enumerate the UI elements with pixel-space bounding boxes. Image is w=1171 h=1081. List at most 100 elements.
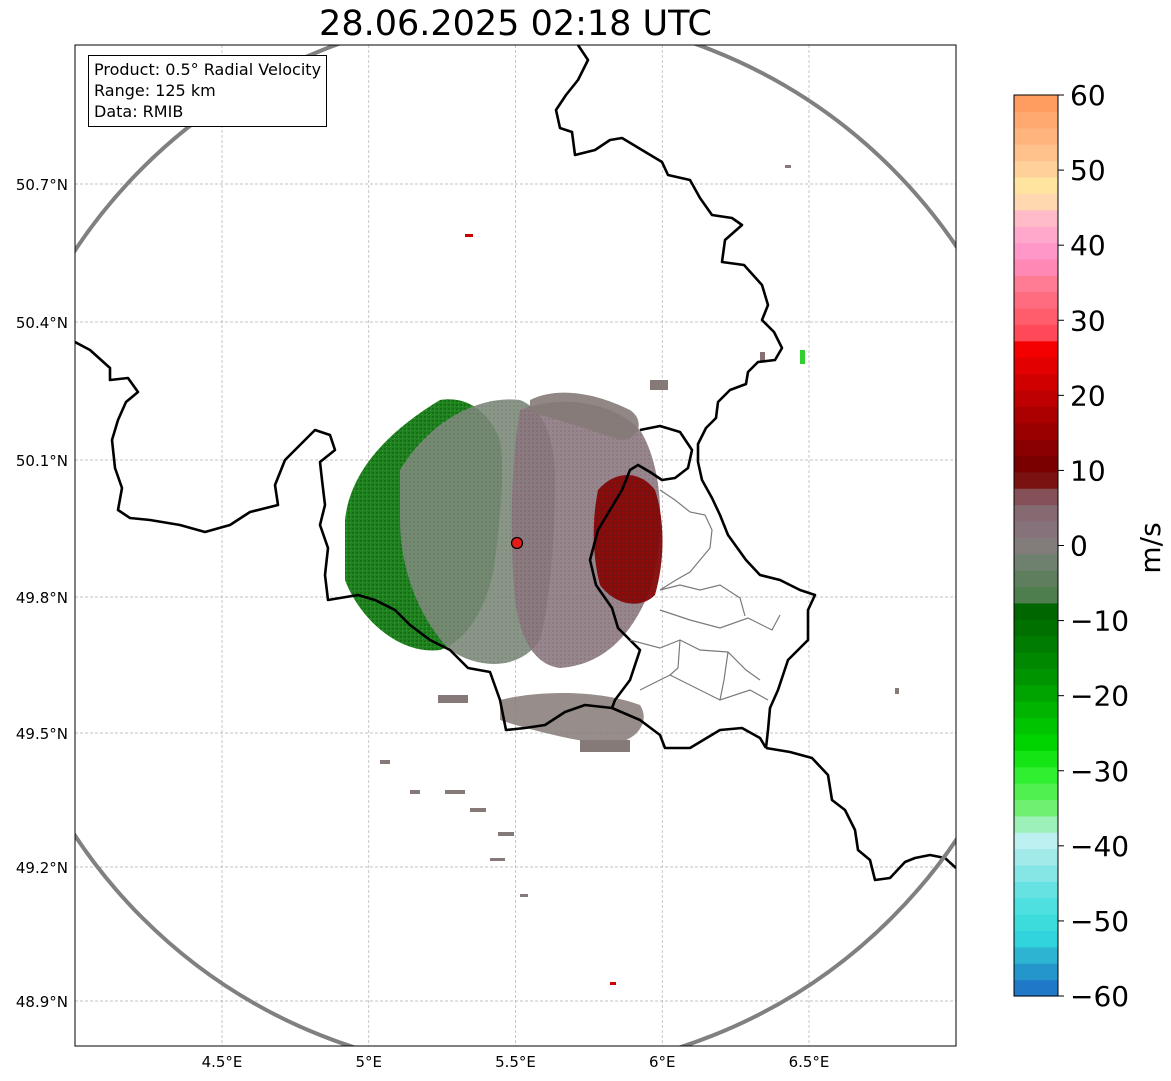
colorbar-tick-label: −40 (1070, 830, 1129, 863)
colorbar-segment (1014, 258, 1058, 276)
product-info-box: Product: 0.5° Radial Velocity Range: 125… (88, 55, 328, 127)
colorbar-segment (1014, 307, 1058, 325)
colorbar-segment (1014, 291, 1058, 309)
echo-speck (490, 858, 505, 861)
echo-speck (470, 808, 486, 812)
colorbar-segment (1014, 832, 1058, 850)
border-belgium-netherlands-germany (554, 45, 817, 749)
border-belgium-luxembourg (588, 424, 694, 709)
colorbar-segment (1014, 406, 1058, 424)
longitude-tick-label: 4.5°E (202, 1053, 243, 1071)
latitude-tick-labels: 50.7°N 50.4°N 50.1°N 49.8°N 49.5°N 49.2°N 48.9… (16, 176, 68, 1011)
colorbar-segment (1014, 635, 1058, 653)
echo-speck (800, 350, 805, 364)
longitude-tick-label: 5.5°E (495, 1053, 536, 1071)
colorbar-segment (1014, 897, 1058, 915)
colorbar-tick-labels: 60 50 40 30 20 10 0 −10 −20 −30 −40 −50 −60 (1058, 79, 1129, 1013)
colorbar-segment (1014, 193, 1058, 211)
latitude-tick-label: 48.9°N (16, 993, 68, 1011)
border-france-west (75, 340, 768, 750)
colorbar-segment (1014, 799, 1058, 817)
colorbar-segment (1014, 439, 1058, 456)
colorbar-tick-label: −30 (1070, 755, 1129, 788)
latitude-tick-label: 50.1°N (16, 452, 68, 470)
colorbar-segment (1014, 504, 1058, 522)
longitude-tick-label: 5°E (355, 1053, 382, 1071)
latitude-tick-label: 49.5°N (16, 725, 68, 743)
colorbar-unit-label: m/s (1134, 522, 1167, 573)
colorbar-tick-label: 50 (1070, 154, 1106, 187)
colorbar-segment (1014, 340, 1058, 358)
colorbar-tick-label: 0 (1070, 530, 1088, 563)
colorbar-segment (1014, 357, 1058, 375)
echo-speck (520, 894, 528, 897)
colorbar-segment (1014, 864, 1058, 882)
country-borders (75, 45, 956, 882)
echo-speck (410, 790, 420, 794)
colorbar-segment (1014, 619, 1058, 637)
colorbar-segment (1014, 373, 1058, 391)
colorbar-segment (1014, 586, 1058, 604)
echo-speck (498, 832, 514, 836)
latitude-tick-label: 49.8°N (16, 589, 68, 607)
colorbar-segment (1014, 111, 1058, 129)
colorbar-segment (1014, 815, 1058, 833)
radar-site-marker (510, 536, 524, 550)
echo-speck (610, 982, 616, 985)
region-borders (629, 489, 781, 701)
echo-speck (465, 234, 473, 237)
info-data-source: Data: RMIB (94, 102, 184, 121)
colorbar-segment (1014, 471, 1058, 489)
colorbar-segment (1014, 914, 1058, 932)
colorbar-segment (1014, 602, 1058, 620)
colorbar-segment (1014, 979, 1058, 997)
map-frame (74, 44, 957, 1047)
colorbar-segment (1014, 881, 1058, 899)
echo-grey-south (500, 693, 644, 745)
colorbar-segment (1014, 750, 1058, 768)
colorbar-tick-label: 60 (1070, 79, 1106, 112)
colorbar-segment (1014, 668, 1058, 686)
colorbar-segment (1014, 160, 1058, 178)
latitude-tick-label: 49.2°N (16, 859, 68, 877)
colorbar-segment (1014, 946, 1058, 964)
border-germany-luxembourg-south (765, 746, 956, 882)
colorbar-segment (1014, 242, 1058, 260)
colorbar-segment (1014, 95, 1058, 112)
colorbar-segment (1014, 176, 1058, 194)
echo-speck (445, 790, 465, 794)
echo-speck (895, 688, 899, 694)
colorbar-segment (1014, 684, 1058, 702)
colorbar-segment (1014, 488, 1058, 506)
colorbar-segment (1014, 766, 1058, 784)
colorbar-tick-label: 30 (1070, 304, 1106, 337)
longitude-tick-labels: 4.5°E 5°E 5.5°E 6°E 6.5°E (202, 1053, 830, 1071)
echo-speck (650, 380, 668, 390)
colorbar-segment (1014, 963, 1058, 981)
echo-speck (760, 352, 765, 362)
colorbar-tick-label: −50 (1070, 905, 1129, 938)
longitude-tick-label: 6.5°E (789, 1053, 830, 1071)
echo-speck (785, 165, 791, 168)
colorbar-tick-label: 20 (1070, 379, 1106, 412)
velocity-colorbar (1013, 94, 1059, 997)
colorbar-segment (1014, 717, 1058, 735)
colorbar-segment (1014, 651, 1058, 669)
colorbar-segment (1014, 455, 1058, 473)
colorbar-segment (1014, 848, 1058, 866)
colorbar-segment (1014, 144, 1058, 162)
colorbar-segment (1014, 553, 1058, 571)
longitude-tick-label: 6°E (649, 1053, 676, 1071)
velocity-echoes (345, 165, 899, 985)
colorbar-segment (1014, 930, 1058, 948)
colorbar-segment (1014, 422, 1058, 440)
colorbar-tick-label: 10 (1070, 454, 1106, 487)
echo-speck (438, 695, 468, 703)
colorbar-segment (1014, 701, 1058, 719)
colorbar-segment (1014, 324, 1058, 342)
echo-outbound-red (593, 475, 663, 604)
latitude-tick-label: 50.4°N (16, 314, 68, 332)
colorbar-segment (1014, 570, 1058, 588)
echo-speck (580, 740, 630, 752)
colorbar-segment (1014, 520, 1058, 538)
